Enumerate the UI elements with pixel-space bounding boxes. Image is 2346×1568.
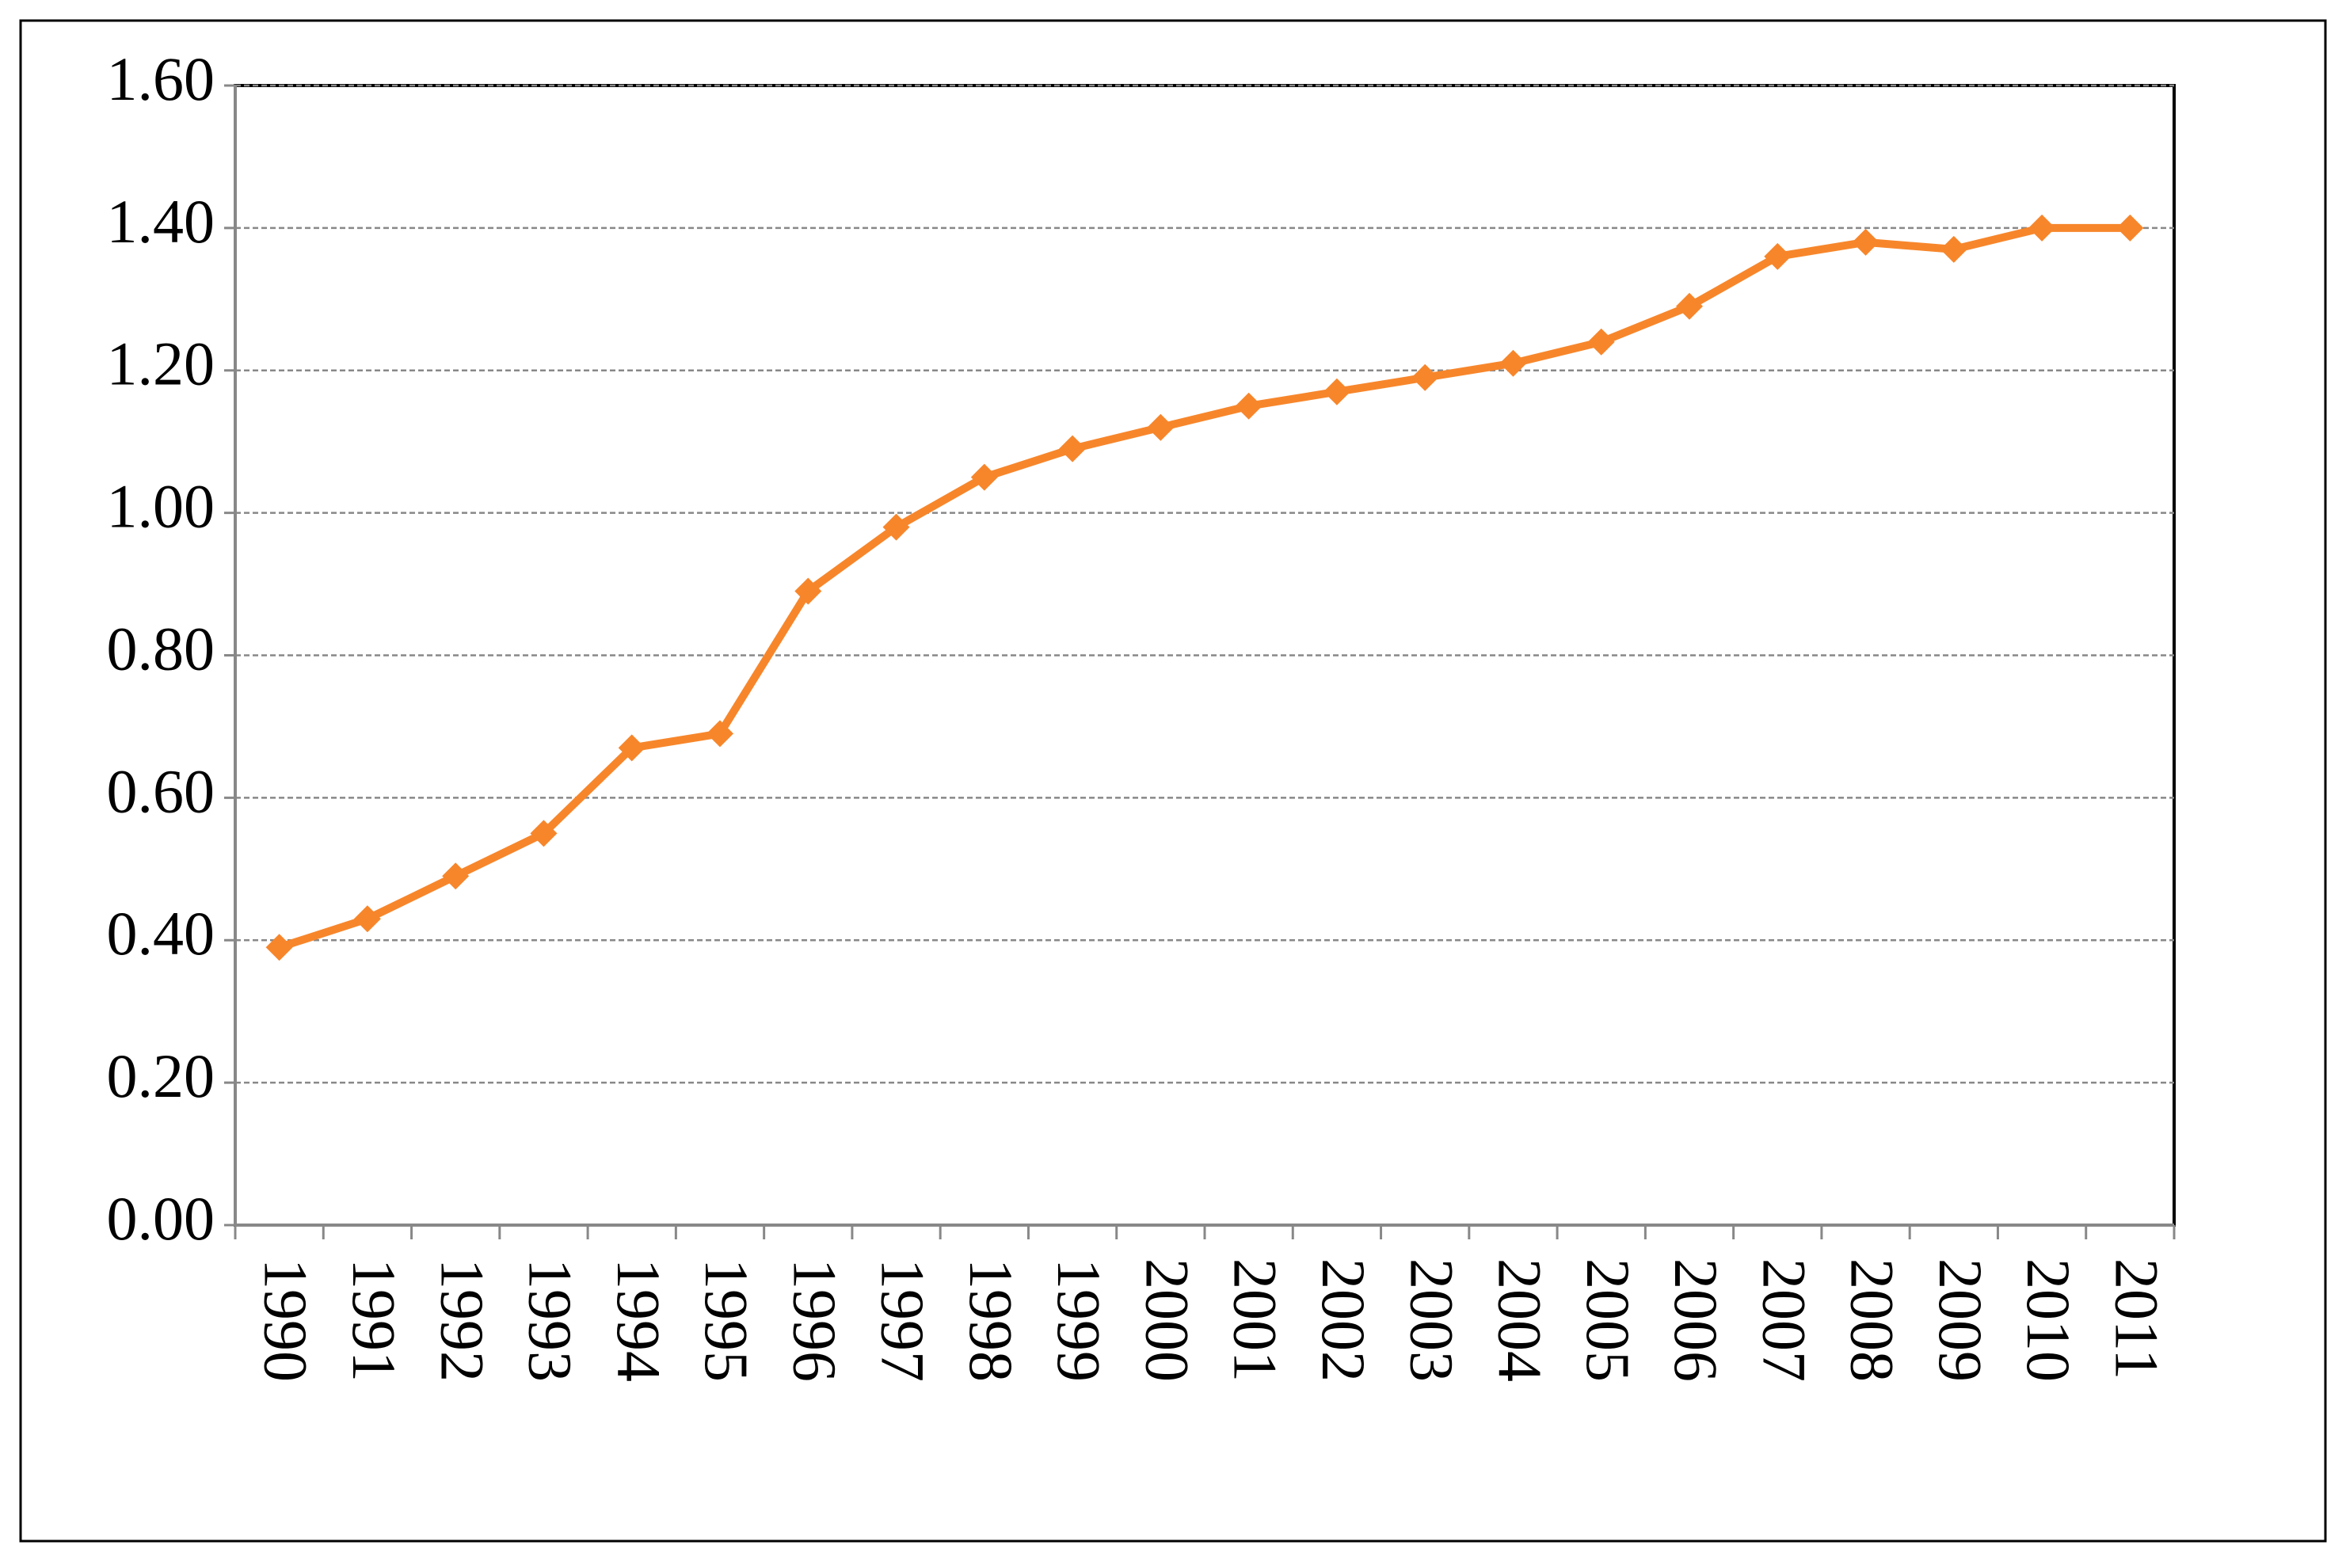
marker (794, 577, 822, 605)
marker (2116, 214, 2144, 242)
marker (1235, 392, 1262, 420)
x-tick-label: 2000 (1133, 1258, 1202, 1382)
marker (2028, 214, 2056, 242)
y-tick-label: 0.60 (107, 756, 215, 825)
y-tick-label: 1.00 (107, 472, 215, 541)
x-tick-label: 1994 (604, 1258, 673, 1382)
x-tick-label: 2003 (1397, 1258, 1466, 1382)
chart-border (19, 19, 2327, 1543)
marker (530, 820, 558, 847)
marker (265, 934, 293, 961)
x-tick-label: 1997 (869, 1258, 938, 1382)
series-line (278, 223, 2131, 951)
marker (442, 862, 470, 890)
marker (1852, 228, 1879, 256)
x-tick-label: 2009 (1926, 1258, 1995, 1382)
x-tick-label: 1996 (780, 1258, 849, 1382)
x-tick-label: 2008 (1838, 1258, 1907, 1382)
marker (1499, 349, 1527, 377)
x-tick-label: 1999 (1045, 1258, 1114, 1382)
marker (1764, 242, 1792, 270)
x-tick-label: 1992 (428, 1258, 497, 1382)
marker (353, 905, 381, 933)
marker (1676, 292, 1703, 320)
x-tick-label: 2002 (1309, 1258, 1378, 1382)
x-tick-label: 2001 (1221, 1258, 1290, 1382)
x-tick-label: 2006 (1662, 1258, 1731, 1382)
x-tick-label: 2005 (1574, 1258, 1643, 1382)
y-tick-label: 1.20 (107, 329, 215, 398)
x-tick-label: 2007 (1750, 1258, 1819, 1382)
marker (706, 720, 733, 748)
y-tick-label: 1.60 (107, 44, 215, 113)
y-tick-label: 0.20 (107, 1041, 215, 1110)
x-tick-label: 1998 (957, 1258, 1026, 1382)
y-tick-label: 0.00 (107, 1184, 215, 1253)
marker (1323, 378, 1350, 405)
marker (1059, 435, 1087, 462)
marker (618, 734, 646, 762)
x-tick-label: 1993 (516, 1258, 585, 1382)
x-tick-label: 1995 (692, 1258, 761, 1382)
x-tick-label: 1991 (340, 1258, 409, 1382)
x-tick-label: 2010 (2014, 1258, 2083, 1382)
x-tick-label: 1990 (252, 1258, 321, 1382)
marker (1411, 363, 1439, 391)
marker (882, 513, 910, 541)
y-tick-label: 1.40 (107, 187, 215, 256)
marker (1940, 235, 1967, 263)
marker (1147, 413, 1175, 441)
y-tick-label: 0.40 (107, 899, 215, 968)
y-tick-label: 0.80 (107, 614, 215, 683)
x-tick-label: 2004 (1486, 1258, 1555, 1382)
marker (970, 463, 998, 491)
marker (1587, 328, 1615, 356)
x-tick-label: 2011 (2102, 1258, 2171, 1380)
